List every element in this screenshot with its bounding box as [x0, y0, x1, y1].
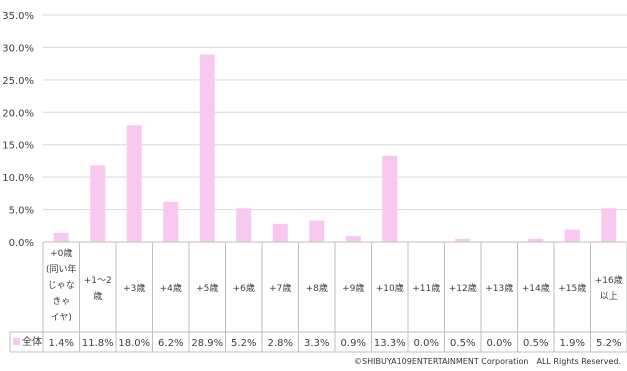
bar [126, 125, 142, 242]
data-label: 6.2% [158, 338, 183, 349]
category-label: +12歳 [449, 282, 477, 294]
bar [564, 229, 580, 242]
category-label: +0歳 [50, 247, 72, 259]
data-label: 1.4% [49, 338, 74, 349]
data-label: 5.2% [596, 338, 621, 349]
data-label: 0.9% [341, 338, 366, 349]
data-label: 3.3% [304, 338, 329, 349]
bar [382, 155, 398, 242]
data-label: 5.2% [231, 338, 256, 349]
data-label: 11.8% [82, 338, 114, 349]
copyright-notice: ©SHIBUYA109ENTERTAINMENT Corporation ALL… [354, 357, 621, 366]
data-label: 0.5% [450, 338, 475, 349]
category-label: 以上 [600, 291, 618, 302]
data-label: 0.0% [487, 338, 512, 349]
data-label: 1.9% [560, 338, 585, 349]
bar [601, 208, 617, 242]
bar [53, 232, 69, 242]
category-label: +16歳 [595, 274, 623, 286]
y-tick-label: 10.0% [2, 173, 34, 184]
bars [53, 54, 617, 242]
category-label: +14歳 [522, 282, 550, 294]
y-tick-label: 0.0% [9, 238, 34, 249]
y-tick-label: 20.0% [2, 108, 34, 119]
category-label: +13歳 [485, 282, 513, 294]
bar [528, 238, 544, 242]
category-label: +4歳 [160, 282, 182, 294]
legend-label: 全体 [22, 335, 42, 348]
category-label: +15歳 [558, 282, 586, 294]
category-label: +8歳 [306, 282, 328, 294]
bar [345, 236, 361, 242]
data-label: 13.3% [374, 338, 406, 349]
category-label: きゃ [52, 296, 70, 307]
category-label: じゃな [48, 280, 75, 291]
data-label: 18.0% [118, 338, 150, 349]
category-label: +7歳 [269, 282, 291, 294]
bar [309, 220, 325, 242]
category-label: +5歳 [196, 282, 218, 294]
data-label: 0.0% [414, 338, 439, 349]
y-tick-label: 15.0% [2, 141, 34, 152]
category-label: +1～2 [84, 276, 112, 286]
y-tick-label: 5.0% [9, 206, 34, 217]
y-tick-label: 35.0% [2, 11, 34, 22]
data-label: 28.9% [191, 338, 223, 349]
category-label: +10歳 [376, 282, 404, 294]
bar [455, 238, 471, 242]
bar [236, 208, 252, 242]
y-axis: 0.0% 5.0% 10.0% 15.0% 20.0% 25.0% 30.0% 35.0% [2, 11, 34, 249]
y-tick-label: 30.0% [2, 43, 34, 54]
bar [90, 165, 106, 242]
category-label: +3歳 [123, 282, 145, 294]
legend-swatch [13, 338, 20, 345]
data-label: 2.8% [268, 338, 293, 349]
bar [272, 223, 288, 242]
y-tick-label: 25.0% [2, 76, 34, 87]
category-label: 歳 [93, 290, 102, 302]
category-label: +9歳 [342, 282, 364, 294]
category-label: +6歳 [233, 282, 255, 294]
category-label: +11歳 [412, 282, 440, 294]
bar [199, 54, 215, 242]
category-label: (同い年 [46, 263, 77, 275]
data-label: 0.5% [523, 338, 548, 349]
category-label: イヤ) [51, 313, 72, 323]
bar [163, 201, 179, 242]
